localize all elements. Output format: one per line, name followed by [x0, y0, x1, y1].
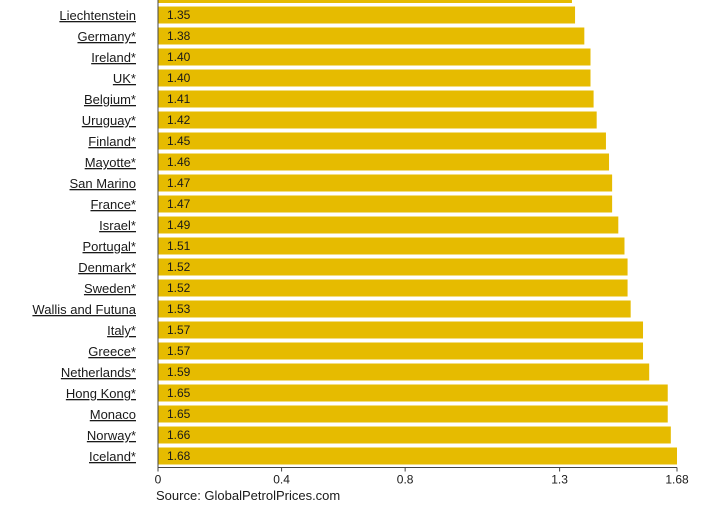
category-label-link[interactable]: Finland*	[88, 134, 136, 149]
bar	[158, 447, 677, 465]
category-label-link[interactable]: Iceland*	[89, 449, 136, 464]
value-label: 1.65	[167, 386, 191, 400]
x-tick-label: 1.68	[665, 473, 689, 487]
value-label: 1.45	[167, 134, 191, 148]
bar	[158, 342, 644, 360]
bar	[158, 279, 628, 297]
category-label-link[interactable]: Greece*	[88, 344, 136, 359]
category-label-link[interactable]: France*	[90, 197, 136, 212]
category-label-link[interactable]: Portugal*	[83, 239, 136, 254]
value-label: 1.66	[167, 428, 191, 442]
bar	[158, 216, 619, 234]
x-tick-label: 0	[155, 473, 162, 487]
bar	[158, 90, 594, 108]
value-label: 1.40	[167, 50, 191, 64]
category-label-link[interactable]: Wallis and Futuna	[32, 302, 136, 317]
category-label-link[interactable]: San Marino	[70, 176, 136, 191]
source-note: Source: GlobalPetrolPrices.com	[156, 488, 341, 503]
category-label-link[interactable]: Mayotte*	[85, 155, 136, 170]
x-tick-label: 0.4	[273, 473, 290, 487]
value-label: 1.35	[167, 8, 191, 22]
value-label: 1.65	[167, 407, 191, 421]
bar	[158, 405, 668, 423]
bar	[158, 195, 613, 213]
bar-partial-top	[158, 0, 572, 3]
value-label: 1.59	[167, 365, 191, 379]
value-label: 1.57	[167, 323, 191, 337]
bar	[158, 153, 610, 171]
category-label-link[interactable]: Uruguay*	[82, 113, 136, 128]
bar	[158, 363, 650, 381]
bar	[158, 321, 644, 339]
value-label: 1.46	[167, 155, 191, 169]
category-label-link[interactable]: Denmark*	[78, 260, 136, 275]
bar	[158, 6, 576, 24]
bar	[158, 300, 631, 318]
x-tick-label: 0.8	[397, 473, 414, 487]
bar	[158, 258, 628, 276]
bar	[158, 69, 591, 87]
value-label: 1.57	[167, 344, 191, 358]
bar	[158, 174, 613, 192]
category-label-link[interactable]: Ireland*	[91, 50, 136, 65]
value-label: 1.40	[167, 71, 191, 85]
category-label-link[interactable]: Italy*	[107, 323, 136, 338]
value-label: 1.68	[167, 449, 191, 463]
bar	[158, 426, 671, 444]
value-label: 1.41	[167, 92, 191, 106]
category-label-link[interactable]: UK*	[113, 71, 136, 86]
value-label: 1.52	[167, 260, 191, 274]
bar	[158, 111, 597, 129]
category-label-link[interactable]: Belgium*	[84, 92, 136, 107]
bar	[158, 48, 591, 66]
category-label-link[interactable]: Sweden*	[84, 281, 136, 296]
value-label: 1.53	[167, 302, 191, 316]
category-label-link[interactable]: Liechtenstein	[59, 8, 136, 23]
bar	[158, 237, 625, 255]
value-label: 1.38	[167, 29, 191, 43]
category-label-link[interactable]: Norway*	[87, 428, 136, 443]
category-label-link[interactable]: Germany*	[77, 29, 136, 44]
value-label: 1.51	[167, 239, 191, 253]
bar	[158, 384, 668, 402]
value-label: 1.42	[167, 113, 191, 127]
category-label-link[interactable]: Hong Kong*	[66, 386, 136, 401]
x-tick-label: 1.3	[551, 473, 568, 487]
value-label: 1.52	[167, 281, 191, 295]
category-label-link[interactable]: Netherlands*	[61, 365, 136, 380]
value-label: 1.47	[167, 176, 191, 190]
bar	[158, 132, 606, 150]
value-label: 1.47	[167, 197, 191, 211]
category-label-link[interactable]: Israel*	[99, 218, 136, 233]
value-label: 1.49	[167, 218, 191, 232]
bar	[158, 27, 585, 45]
category-label-link[interactable]: Monaco	[90, 407, 136, 422]
